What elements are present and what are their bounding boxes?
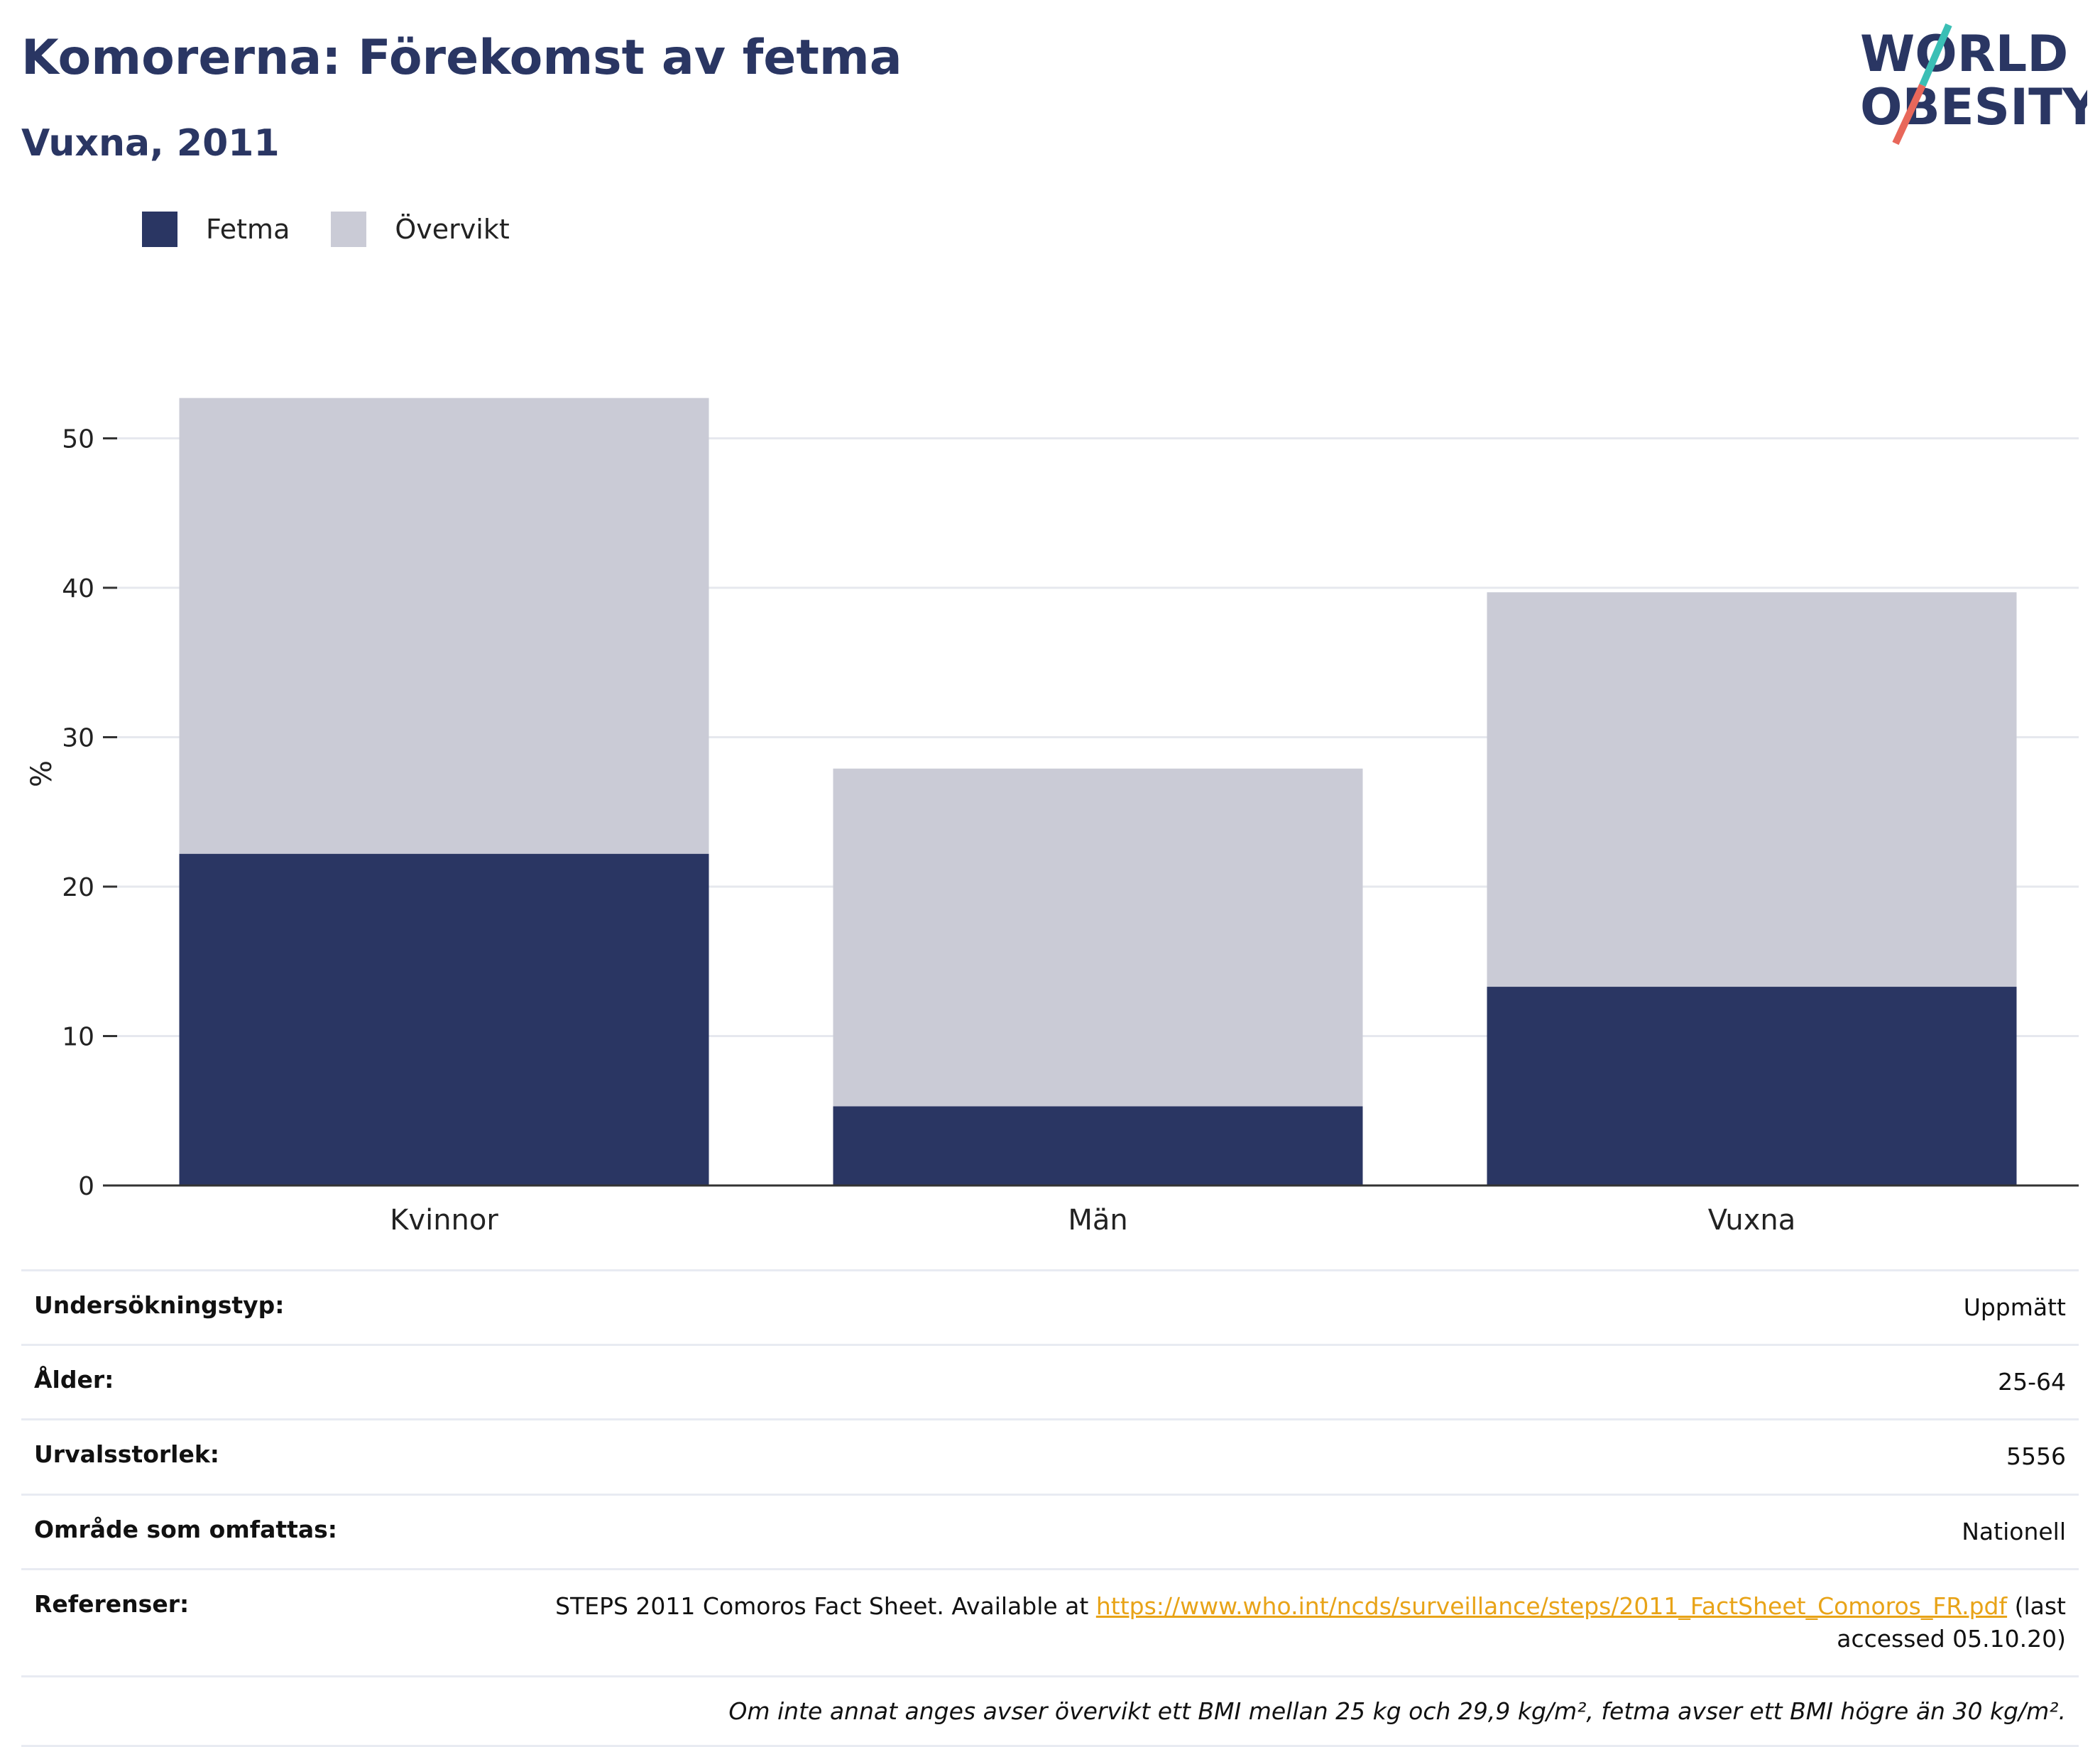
bmi-note: Om inte annat anges avser övervikt ett B…	[21, 1675, 2079, 1747]
info-value: Uppmätt	[473, 1269, 2079, 1345]
bar-fetma-vuxna[interactable]	[1487, 987, 2017, 1185]
bar-fetma-kvinnor[interactable]	[179, 853, 709, 1185]
info-row-note: Om inte annat anges avser övervikt ett B…	[21, 1675, 2079, 1747]
bar-chart: 0 10 20 30 40 50 Kvinnor Män Vuxna %	[26, 398, 2079, 1237]
y-axis-ticks: 0 10 20 30 40 50	[62, 425, 117, 1201]
legend-item-overvikt[interactable]: Övervikt	[331, 212, 510, 247]
info-row-age: Ålder: 25-64	[21, 1344, 2079, 1420]
bar-overvikt-män[interactable]	[833, 768, 1363, 1107]
chart-subtitle: Vuxna, 2011	[21, 122, 280, 165]
y-axis-label: %	[26, 760, 58, 787]
bar-fetma-män[interactable]	[833, 1106, 1363, 1185]
legend-swatch-fetma	[142, 212, 177, 247]
y-tick-label: 50	[62, 425, 94, 454]
y-tick-label: 10	[62, 1023, 94, 1052]
logo-line2: OBESITY	[1860, 78, 2087, 136]
logo-slash-teal	[1919, 23, 1952, 87]
logo-line1: WORLD	[1860, 25, 2068, 83]
info-value: 5556	[473, 1418, 2079, 1495]
x-axis-categories: Kvinnor Män Vuxna	[390, 1204, 1795, 1237]
info-label: Ålder:	[21, 1344, 473, 1420]
info-row-references: Referenser: STEPS 2011 Comoros Fact Shee…	[21, 1567, 2079, 1677]
legend-label-overvikt: Övervikt	[395, 214, 510, 245]
y-tick-label: 0	[78, 1172, 94, 1201]
y-tick-label: 20	[62, 873, 94, 902]
info-value: 25-64	[473, 1344, 2079, 1420]
world-obesity-logo: WORLD OBESITY	[1860, 23, 2087, 146]
info-value: Nationell	[473, 1493, 2079, 1570]
legend-item-fetma[interactable]: Fetma	[142, 212, 290, 247]
y-tick-label: 30	[62, 724, 94, 753]
info-row-survey-type: Undersökningstyp: Uppmätt	[21, 1269, 2079, 1345]
info-label: Referenser:	[21, 1567, 473, 1677]
reference-text: STEPS 2011 Comoros Fact Sheet. Available…	[555, 1592, 1096, 1620]
info-label: Undersökningstyp:	[21, 1269, 473, 1345]
references-value: STEPS 2011 Comoros Fact Sheet. Available…	[473, 1567, 2079, 1677]
x-category-label: Kvinnor	[390, 1204, 498, 1237]
bar-overvikt-vuxna[interactable]	[1487, 592, 2017, 987]
info-table: Undersökningstyp: Uppmätt Ålder: 25-64 U…	[21, 1269, 2079, 1747]
chart-title: Komorerna: Förekomst av fetma	[21, 30, 902, 86]
bars	[179, 398, 2017, 1185]
info-row-area: Område som omfattas: Nationell	[21, 1493, 2079, 1570]
y-tick-label: 40	[62, 574, 94, 603]
bar-overvikt-kvinnor[interactable]	[179, 398, 709, 854]
info-label: Urvalsstorlek:	[21, 1418, 473, 1495]
reference-suffix: (last accessed 05.10.20)	[1837, 1592, 2066, 1653]
info-label: Område som omfattas:	[21, 1493, 473, 1570]
x-category-label: Vuxna	[1708, 1204, 1796, 1237]
x-category-label: Män	[1068, 1204, 1127, 1237]
legend-label-fetma: Fetma	[206, 214, 290, 245]
reference-link[interactable]: https://www.who.int/ncds/surveillance/st…	[1095, 1592, 2008, 1620]
info-row-sample-size: Urvalsstorlek: 5556	[21, 1418, 2079, 1495]
logo-slash-coral	[1892, 83, 1926, 146]
legend-swatch-overvikt	[331, 212, 367, 247]
chart-legend: Fetma Övervikt	[142, 212, 551, 247]
